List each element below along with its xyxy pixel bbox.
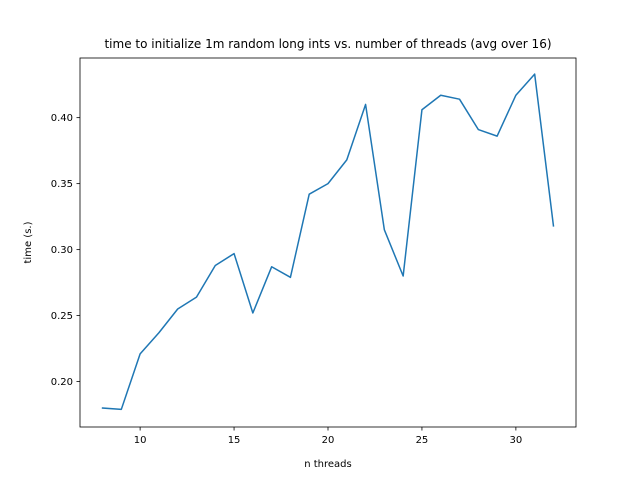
y-tick-label: 0.20 (51, 377, 73, 388)
x-tick-label: 15 (228, 435, 241, 446)
y-tick-label: 0.40 (51, 113, 73, 124)
plot-area (101, 73, 555, 411)
x-tick-label: 30 (510, 435, 523, 446)
y-axis-label: time (s.) (23, 221, 34, 263)
chart-title: time to initialize 1m random long ints v… (104, 37, 551, 51)
x-tick-label: 10 (134, 435, 147, 446)
x-tick-label: 20 (322, 435, 335, 446)
x-tick-label: 25 (416, 435, 429, 446)
y-tick-label: 0.35 (51, 179, 73, 190)
y-tick-label: 0.25 (51, 311, 73, 322)
x-axis-label: n threads (304, 459, 352, 470)
series-line-0 (101, 73, 555, 411)
y-tick-label: 0.30 (51, 245, 73, 256)
